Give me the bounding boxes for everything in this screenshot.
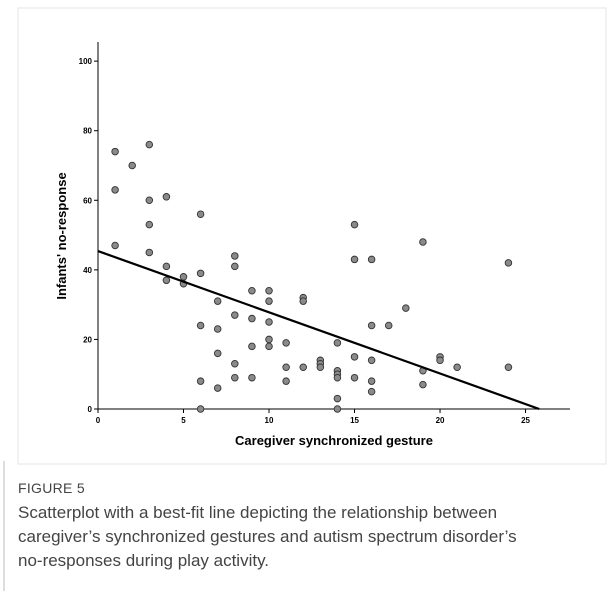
point	[265, 335, 273, 344]
point	[213, 349, 222, 358]
point	[316, 363, 325, 372]
point	[196, 405, 205, 413]
point	[196, 377, 205, 385]
point	[162, 262, 171, 271]
point	[145, 220, 154, 229]
point	[196, 321, 205, 330]
figure-label: FIGURE 5	[18, 480, 85, 496]
point	[179, 273, 188, 281]
chart: Caregiver synchronized gesture Infants' …	[17, 7, 607, 465]
point	[504, 363, 513, 372]
x-tick-label: 20	[436, 416, 445, 425]
y-tick-label: 80	[83, 127, 92, 136]
point	[333, 394, 342, 403]
point	[367, 321, 376, 330]
x-tick-label: 0	[96, 416, 101, 425]
point	[231, 311, 239, 319]
point	[299, 297, 307, 305]
point	[350, 255, 359, 264]
point	[265, 297, 273, 305]
point	[350, 373, 359, 382]
point	[367, 255, 376, 264]
point	[162, 193, 171, 201]
point	[402, 304, 410, 312]
figure-caption: Scatterplot with a best-fit line depicti…	[18, 503, 517, 570]
point	[248, 373, 256, 382]
point	[196, 210, 205, 218]
point	[419, 238, 427, 246]
point	[145, 196, 154, 205]
point	[333, 405, 342, 413]
y-tick-label: 60	[83, 196, 92, 205]
y-axis-label: Infants' no-response	[54, 172, 69, 299]
point	[436, 356, 444, 365]
point	[196, 269, 205, 278]
y-tick-label: 0	[88, 405, 93, 414]
point	[248, 314, 256, 323]
y-tick-label: 40	[83, 266, 92, 275]
point	[265, 342, 273, 351]
point	[145, 140, 154, 149]
x-tick-label: 15	[350, 416, 359, 425]
point	[265, 286, 273, 295]
fit-line	[97, 250, 540, 411]
x-tick-label: 5	[181, 416, 186, 425]
frame	[17, 7, 607, 465]
point	[162, 276, 171, 285]
point	[145, 248, 154, 257]
point	[367, 377, 376, 385]
point	[333, 373, 342, 382]
point	[248, 286, 256, 295]
y-tick-label: 20	[83, 335, 92, 344]
caption-rule	[3, 461, 5, 591]
x-tick-label: 10	[265, 416, 274, 425]
point	[231, 373, 239, 382]
point	[213, 325, 222, 333]
point	[453, 363, 461, 372]
point	[231, 360, 239, 368]
x-axis-label: Caregiver synchronized gesture	[235, 433, 433, 448]
point	[111, 186, 119, 194]
point	[282, 377, 290, 385]
point	[128, 161, 136, 170]
y-tick-label: 100	[79, 57, 93, 66]
point	[350, 353, 359, 361]
point	[231, 252, 239, 260]
point	[282, 363, 290, 372]
point	[367, 387, 376, 396]
point	[213, 384, 222, 392]
point	[213, 297, 222, 305]
point	[350, 220, 359, 229]
point	[111, 147, 119, 156]
point	[248, 342, 256, 351]
point	[333, 339, 342, 347]
point	[111, 241, 119, 250]
point	[384, 321, 393, 330]
x-tick-label: 25	[521, 416, 530, 425]
point	[419, 380, 427, 389]
point	[231, 262, 239, 271]
point	[265, 318, 273, 326]
point	[282, 339, 290, 347]
point	[367, 356, 376, 365]
point	[299, 363, 307, 372]
point	[504, 259, 513, 267]
